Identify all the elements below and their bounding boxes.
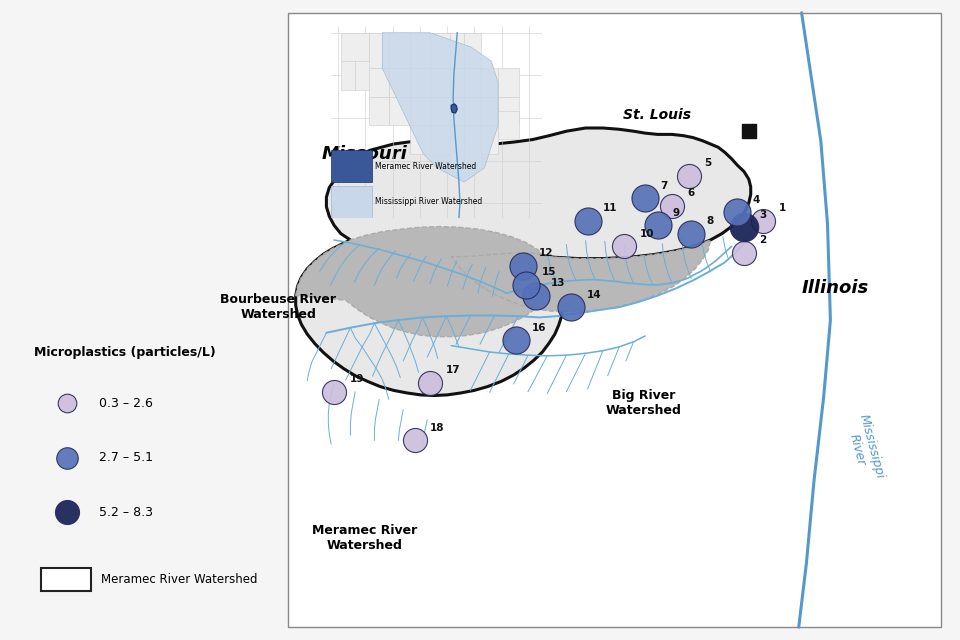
Bar xyxy=(288,13,941,627)
Bar xyxy=(481,97,498,125)
Text: St. Louis: St. Louis xyxy=(623,108,691,122)
Polygon shape xyxy=(451,240,710,312)
Text: Illinois: Illinois xyxy=(802,279,869,297)
Text: 4: 4 xyxy=(753,195,760,205)
Bar xyxy=(389,68,410,97)
Bar xyxy=(464,33,481,68)
Point xyxy=(580,216,595,226)
Bar xyxy=(331,150,372,182)
Text: 19: 19 xyxy=(349,374,364,384)
Bar xyxy=(498,111,518,140)
Bar xyxy=(342,33,369,61)
Bar xyxy=(430,68,450,97)
Bar xyxy=(498,97,518,125)
Point xyxy=(684,228,699,239)
Point xyxy=(637,193,653,204)
Bar xyxy=(410,97,430,125)
Point xyxy=(528,291,543,301)
Polygon shape xyxy=(296,227,566,337)
Bar xyxy=(355,61,375,90)
Text: 7: 7 xyxy=(660,180,668,191)
Bar xyxy=(410,68,430,97)
Text: Bourbeuse River
Watershed: Bourbeuse River Watershed xyxy=(221,293,336,321)
Point xyxy=(650,220,665,230)
Polygon shape xyxy=(382,33,498,182)
Text: Meramec River
Watershed: Meramec River Watershed xyxy=(312,524,418,552)
Bar xyxy=(389,33,410,68)
Bar xyxy=(450,68,464,97)
Bar xyxy=(410,125,430,154)
Bar xyxy=(450,125,464,168)
Point xyxy=(60,452,75,463)
Point xyxy=(516,260,531,271)
Point xyxy=(509,335,524,346)
Text: 13: 13 xyxy=(551,278,565,288)
Bar xyxy=(450,97,464,125)
Bar xyxy=(369,97,389,125)
Bar xyxy=(342,61,355,90)
Point xyxy=(730,207,745,218)
Text: 8: 8 xyxy=(707,216,714,226)
Bar xyxy=(430,33,450,68)
Point xyxy=(741,126,756,136)
Bar xyxy=(450,33,464,68)
Bar xyxy=(331,186,372,218)
Text: 1: 1 xyxy=(779,203,786,213)
Text: 2: 2 xyxy=(759,235,767,245)
Bar xyxy=(430,97,450,125)
Bar xyxy=(464,68,481,97)
Text: Microplastics (particles/L): Microplastics (particles/L) xyxy=(34,346,215,358)
Text: 9: 9 xyxy=(673,207,680,218)
Bar xyxy=(369,33,389,68)
Text: 16: 16 xyxy=(532,323,546,333)
Text: 3: 3 xyxy=(759,209,767,220)
Bar xyxy=(389,97,410,125)
Text: Mississippi
River: Mississippi River xyxy=(842,412,886,484)
Point xyxy=(736,222,752,232)
Point xyxy=(736,248,752,258)
Text: 2.7 – 5.1: 2.7 – 5.1 xyxy=(99,451,153,464)
Text: Mississippi River Watershed: Mississippi River Watershed xyxy=(375,198,483,207)
Point xyxy=(60,398,75,408)
Bar xyxy=(41,568,91,591)
Bar xyxy=(369,68,389,97)
Text: 12: 12 xyxy=(539,248,553,258)
Text: 6: 6 xyxy=(687,188,695,198)
Text: Meramec River Watershed: Meramec River Watershed xyxy=(375,162,477,171)
Polygon shape xyxy=(451,104,457,113)
Text: 15: 15 xyxy=(541,267,556,277)
Text: 0.3 – 2.6: 0.3 – 2.6 xyxy=(99,397,153,410)
Text: Missouri: Missouri xyxy=(322,145,408,163)
Text: Big River
Watershed: Big River Watershed xyxy=(605,389,682,417)
Bar xyxy=(481,68,498,97)
Point xyxy=(326,387,342,397)
Text: 14: 14 xyxy=(587,289,601,300)
Text: 11: 11 xyxy=(603,203,617,213)
Text: 18: 18 xyxy=(430,422,444,433)
Bar xyxy=(481,125,498,154)
Text: 5.2 – 8.3: 5.2 – 8.3 xyxy=(99,506,153,518)
Point xyxy=(422,378,438,388)
Bar xyxy=(410,33,430,68)
Bar xyxy=(464,125,481,168)
Point xyxy=(756,216,771,226)
Point xyxy=(60,507,75,517)
Text: Meramec River Watershed: Meramec River Watershed xyxy=(101,573,257,586)
Bar xyxy=(430,125,450,154)
Point xyxy=(407,435,422,445)
Text: 10: 10 xyxy=(639,228,654,239)
Point xyxy=(682,171,697,181)
Polygon shape xyxy=(296,128,751,396)
Point xyxy=(518,280,534,290)
Bar xyxy=(498,68,518,97)
Bar xyxy=(464,97,481,125)
Point xyxy=(616,241,632,252)
Text: 17: 17 xyxy=(445,365,460,375)
Point xyxy=(564,302,579,312)
Point xyxy=(664,201,680,211)
Text: 5: 5 xyxy=(705,158,712,168)
